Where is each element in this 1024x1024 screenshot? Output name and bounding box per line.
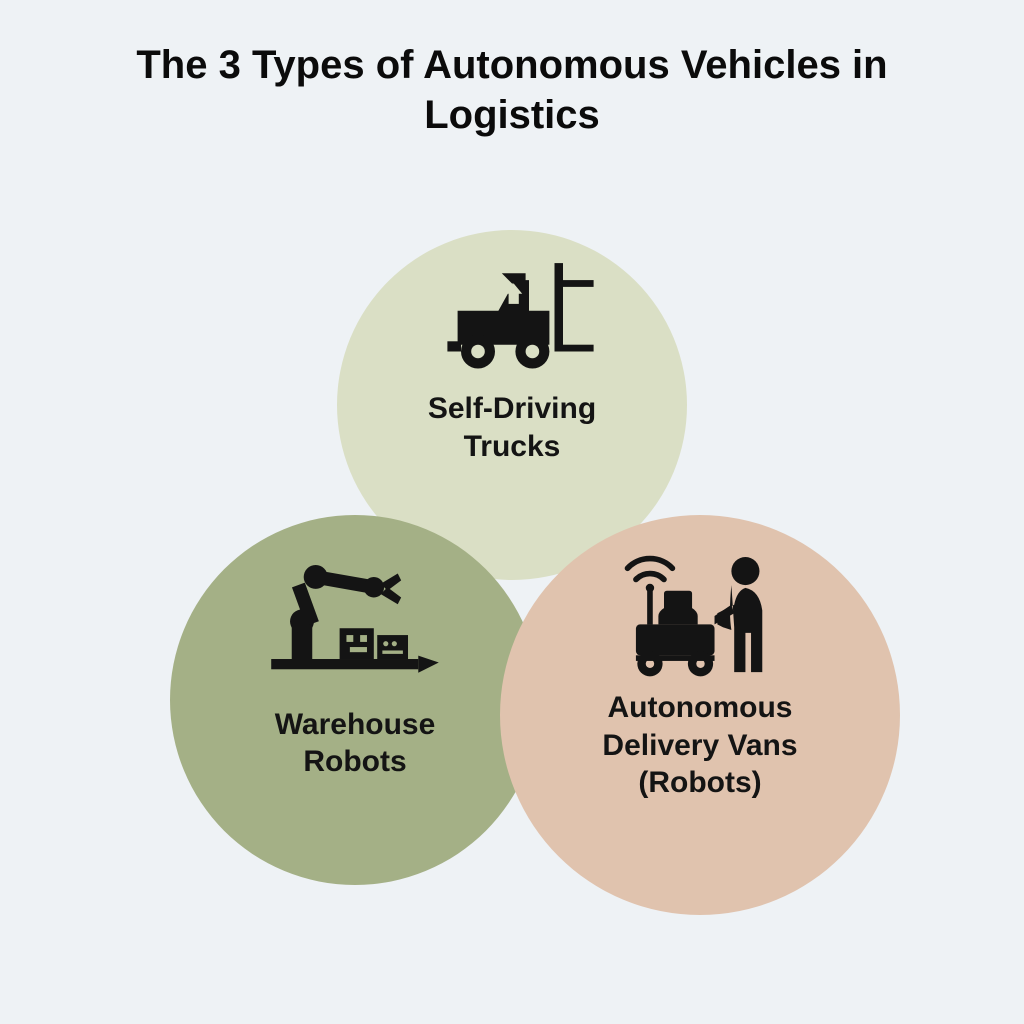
page-title: The 3 Types of Autonomous Vehicles in Lo… (62, 40, 962, 140)
infographic-canvas: The 3 Types of Autonomous Vehicles in Lo… (0, 0, 1024, 1024)
circle-label-left: Warehouse Robots (275, 706, 436, 781)
forklift-icon (427, 258, 597, 380)
circle-label-right: Autonomous Delivery Vans (Robots) (602, 689, 797, 802)
circle-warehouse-robots: Warehouse Robots (170, 515, 540, 885)
circle-label-top: Self-Driving Trucks (428, 390, 596, 465)
robot-arm-icon (260, 553, 450, 690)
delivery-robot-icon (603, 543, 798, 683)
circle-delivery-vans: Autonomous Delivery Vans (Robots) (500, 515, 900, 915)
